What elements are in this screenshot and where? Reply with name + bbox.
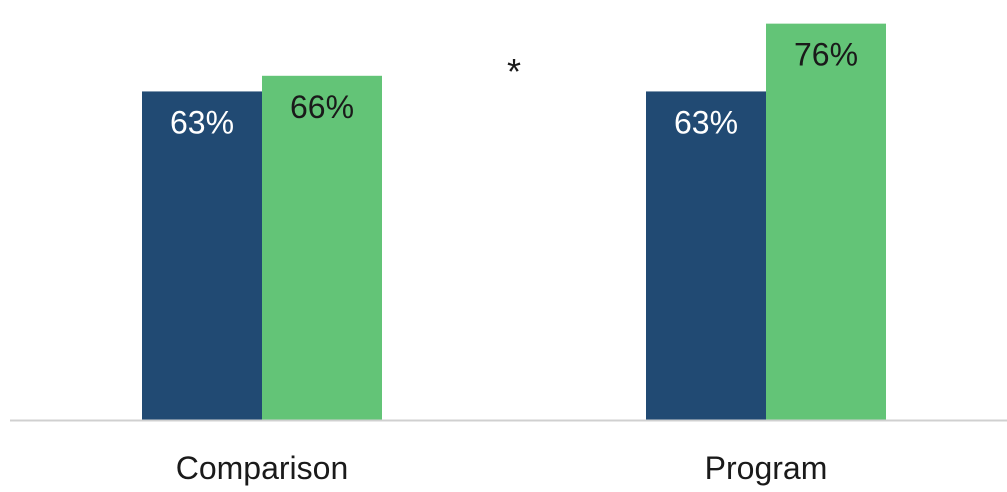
x-tick-label: Comparison (176, 450, 349, 486)
data-label: 63% (674, 104, 738, 140)
x-tick-label: Program (705, 450, 828, 486)
significance-marker: * (507, 51, 521, 92)
bar-program-series-2 (766, 23, 886, 420)
data-label: 76% (794, 37, 858, 73)
data-label: 66% (290, 89, 354, 125)
bar-program-series-1 (646, 91, 766, 420)
data-label: 63% (170, 104, 234, 140)
bar-comparison-series-2 (262, 75, 382, 420)
bar-comparison-series-1 (142, 91, 262, 420)
